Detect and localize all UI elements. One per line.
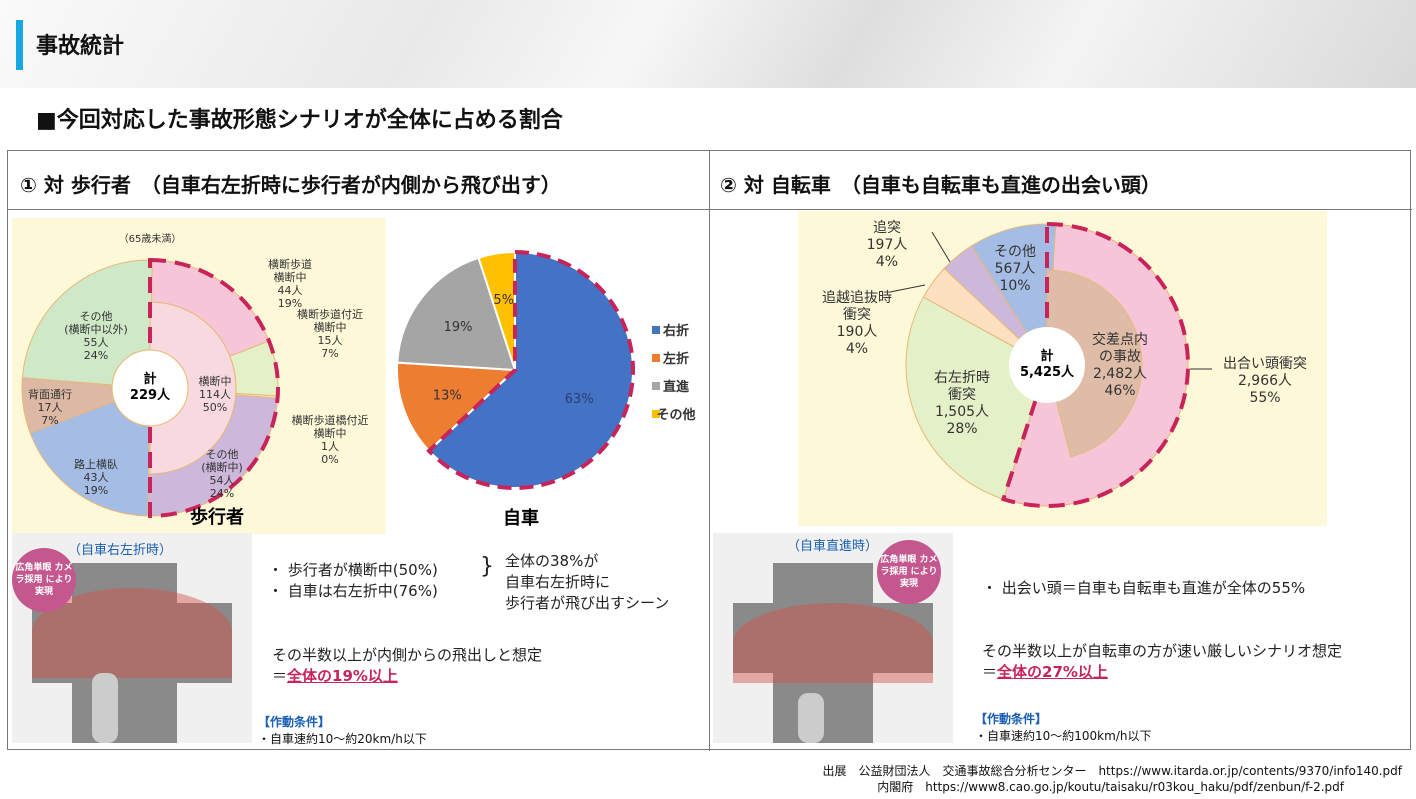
slice-label: その他 567人 10%	[994, 244, 1036, 294]
brace-note: 歩行者が飛び出すシーン	[505, 594, 670, 612]
bullet: ・ 自車は右左折中(76%)	[268, 582, 438, 600]
slice-label: 追越追抜時衝突 190人 4%	[822, 290, 892, 357]
brace-note: 自車右左折時に	[505, 573, 611, 591]
scene-label: （自車右左折時）	[68, 543, 173, 558]
slice-label: 横断歩道横断中 44人 19%	[268, 257, 312, 310]
slice-label: 19%	[444, 320, 473, 335]
legend-label: 左折	[663, 351, 689, 367]
condition: ・自車速約10～約100km/h以下	[975, 729, 1152, 743]
slice-label: 背面通行 17人 7%	[28, 387, 72, 427]
slice-label: 出合い頭衝突 2,966人 55%	[1223, 356, 1307, 406]
bullet: ・ 出会い頭＝自車も自転車も直進が全体の55%	[982, 579, 1306, 597]
legend-swatch	[652, 410, 660, 418]
slice-label: 路上横臥 43人 19%	[74, 457, 118, 497]
pie-slice	[905, 296, 1048, 500]
camera-badge: 広角単眼 カメラ採用 により実現	[877, 540, 941, 604]
section1-title: ① 対 歩行者 （自車右左折時に歩行者が内側から飛び出す）	[20, 173, 561, 197]
camera-badge: 広角単眼 カメラ採用 により実現	[12, 548, 76, 612]
source: 出展 公益財団法人 交通事故総合分析センター https://www.itard…	[822, 764, 1402, 778]
condition-title: 【作動条件】	[975, 712, 1048, 726]
slice-label: 追突 197人 4%	[867, 220, 908, 270]
legend-label: 右折	[662, 323, 689, 339]
condition: ・自車速約10～約20km/h以下	[258, 732, 427, 746]
page-title: 事故統計	[36, 34, 125, 59]
slice-label: その他(横断中) 54人 24%	[201, 448, 243, 500]
pie-slice	[29, 400, 150, 517]
slice-label: 横断歩道付近横断中 15人 7%	[297, 307, 363, 360]
leader-line	[889, 284, 926, 293]
bullet: ・ 歩行者が横断中(50%)	[268, 561, 438, 579]
content-table: ① 対 歩行者 （自車右左折時に歩行者が内側から飛び出す） ② 対 自転車 （自…	[7, 150, 1412, 751]
chart-title: 自車	[503, 507, 539, 529]
highlight-border	[426, 249, 635, 490]
slice-label: 横断中 114人 50%	[199, 374, 232, 414]
pie-slice	[149, 301, 237, 475]
brace: }	[480, 554, 494, 579]
condition-title: 【作動条件】	[258, 715, 331, 729]
divider	[709, 151, 710, 751]
note-emphasis: ＝全体の19%以上	[272, 667, 398, 685]
highlight-border	[148, 257, 280, 519]
leader-line	[931, 231, 951, 263]
divider	[8, 209, 1412, 210]
header: 事故統計	[0, 0, 1416, 88]
pie-slice	[396, 256, 517, 372]
slice-label: 交差点内の事故 2,482人 46%	[1092, 331, 1148, 399]
slice-label: 5%	[493, 293, 514, 308]
legend-swatch	[652, 354, 660, 362]
center-total: 計 229人	[130, 371, 171, 403]
chart-title: 歩行者	[190, 506, 244, 528]
scene-label: （自車直進時）	[787, 539, 879, 554]
highlight-border	[1000, 221, 1190, 508]
section2-title: ② 対 自転車 （自車も自転車も直進の出会い頭）	[720, 173, 1161, 197]
subtitle: ■今回対応した事故形態シナリオが全体に占める割合	[36, 108, 563, 133]
slice-label: 右左折時衝突 1,505人 28%	[934, 370, 990, 437]
pie-hole	[113, 351, 187, 425]
legend-label: 直進	[663, 379, 689, 395]
slice-label: 63%	[565, 392, 594, 407]
brace-note: 全体の38%が	[505, 552, 599, 570]
slice-label: 横断歩道橋付近横断中 1人 0%	[292, 413, 369, 466]
center-total: 計 5,425人	[1020, 348, 1075, 380]
legend-swatch	[652, 382, 660, 390]
legend-label: その他	[656, 407, 695, 423]
note: その半数以上が内側からの飛出しと想定	[272, 646, 543, 664]
note-emphasis: ＝全体の27%以上	[982, 663, 1108, 681]
pie-slice	[21, 259, 153, 386]
slice-label: その他(横断中以外) 55人 24%	[64, 310, 128, 362]
pie-hole	[1009, 327, 1085, 403]
note: その半数以上が自転車の方が速い厳しいシナリオ想定	[982, 642, 1343, 660]
source: 内閣府 https://www8.cao.go.jp/koutu/taisaku…	[877, 780, 1344, 794]
legend-swatch	[652, 326, 660, 334]
chart-subtitle: （65歳未満）	[119, 233, 182, 245]
pie-slice	[1046, 269, 1143, 458]
accent-bar	[16, 20, 23, 70]
slice-label: 13%	[433, 388, 462, 403]
